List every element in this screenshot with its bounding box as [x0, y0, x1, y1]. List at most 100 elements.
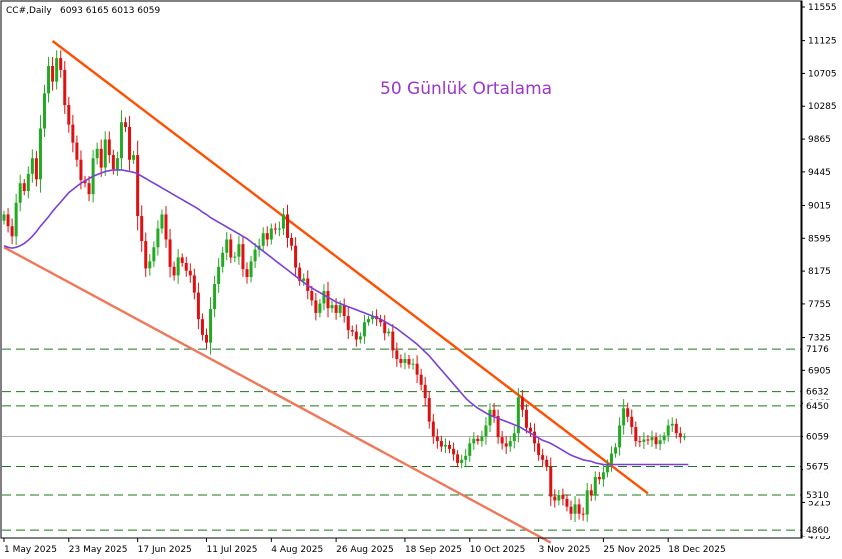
- candle-body: [67, 105, 71, 125]
- candle: [209, 297, 213, 355]
- candle-body: [213, 284, 217, 310]
- candle-body: [638, 441, 642, 443]
- upper-trendline: [51, 40, 649, 495]
- candle: [156, 220, 160, 256]
- candle: [241, 236, 245, 277]
- candle: [318, 299, 322, 318]
- candle-body: [152, 247, 156, 262]
- candle: [585, 482, 589, 522]
- x-tick-label: 25 Nov 2025: [603, 545, 661, 555]
- candle-body: [290, 237, 294, 246]
- candle: [537, 437, 541, 461]
- candle: [589, 484, 593, 502]
- candle: [184, 256, 188, 277]
- candle: [387, 328, 391, 337]
- candle-body: [379, 319, 383, 323]
- candle: [148, 254, 152, 276]
- candle-body: [184, 262, 188, 271]
- candle-body: [391, 331, 395, 351]
- candle-body: [253, 249, 257, 262]
- candle-body: [140, 216, 144, 242]
- trendlines-layer: [3, 40, 649, 544]
- candle-body: [464, 455, 468, 460]
- candle-body: [492, 409, 496, 417]
- candle: [520, 389, 524, 418]
- level-price-tag-6450-text: 6450: [806, 402, 829, 412]
- candle-body: [245, 269, 249, 277]
- candle: [14, 193, 18, 246]
- candle: [164, 206, 168, 248]
- candle-body: [399, 359, 403, 363]
- candle-body: [431, 421, 435, 437]
- candle-body: [601, 472, 605, 480]
- candle-body: [51, 65, 55, 82]
- candle: [371, 311, 375, 325]
- candle: [63, 61, 67, 114]
- candle-body: [674, 423, 678, 434]
- candle-body: [209, 309, 213, 343]
- candle-body: [192, 275, 196, 293]
- candle: [399, 354, 403, 368]
- candle-body: [188, 270, 192, 276]
- candle-body: [529, 427, 532, 432]
- candle-body: [200, 319, 204, 335]
- candle: [577, 498, 581, 520]
- candle: [529, 422, 532, 437]
- candle-body: [249, 261, 253, 277]
- candle-body: [87, 183, 91, 195]
- candle-body: [298, 267, 302, 281]
- candle-body: [630, 416, 634, 427]
- candle-body: [107, 139, 111, 156]
- y-tick-label: 5215: [808, 498, 831, 508]
- candle-body: [496, 416, 500, 438]
- candle: [342, 298, 346, 323]
- candle-body: [148, 261, 152, 269]
- candle-body: [354, 331, 358, 340]
- candle: [180, 253, 184, 267]
- candle: [634, 421, 638, 447]
- candle: [119, 110, 123, 171]
- x-tick-label: 18 Sep 2025: [405, 545, 462, 555]
- candle-body: [362, 322, 366, 337]
- candle: [330, 300, 334, 313]
- candle-body: [132, 155, 136, 160]
- level-price-tag-4860-text: 4860: [806, 526, 829, 536]
- candle: [549, 457, 553, 506]
- candle-body: [229, 239, 233, 258]
- candle: [646, 435, 650, 445]
- candle: [67, 96, 71, 133]
- candle-body: [156, 228, 160, 248]
- candle-body: [55, 58, 59, 82]
- candle-body: [294, 245, 298, 268]
- candle: [132, 150, 136, 164]
- candle: [601, 464, 605, 487]
- candle: [200, 313, 204, 341]
- candle: [480, 430, 484, 447]
- candle-body: [225, 239, 229, 253]
- candle-body: [435, 436, 439, 442]
- y-tick-label: 7325: [808, 334, 831, 344]
- candle: [512, 425, 516, 449]
- candle-body: [47, 65, 51, 94]
- candle: [302, 273, 306, 286]
- candle: [188, 263, 192, 283]
- candle: [492, 402, 496, 423]
- candle: [682, 433, 686, 441]
- y-tick-label: 10285: [808, 102, 837, 112]
- candle: [107, 131, 111, 164]
- candle: [322, 284, 326, 311]
- x-tick-label: 26 Aug 2025: [336, 545, 394, 555]
- candle: [654, 432, 658, 449]
- candle-body: [205, 334, 208, 343]
- ma-layer: [3, 169, 689, 466]
- candle-body: [605, 464, 609, 473]
- candle: [448, 440, 451, 454]
- candle-body: [302, 278, 306, 281]
- candle: [245, 262, 249, 284]
- candle: [237, 235, 241, 265]
- y-tick-label: 9865: [808, 135, 831, 145]
- x-axis: 1 May 2025 23 May 2025 17 Jun 2025 11 Jul 2…: [1, 537, 801, 555]
- candle: [294, 237, 298, 277]
- candle-body: [18, 183, 22, 203]
